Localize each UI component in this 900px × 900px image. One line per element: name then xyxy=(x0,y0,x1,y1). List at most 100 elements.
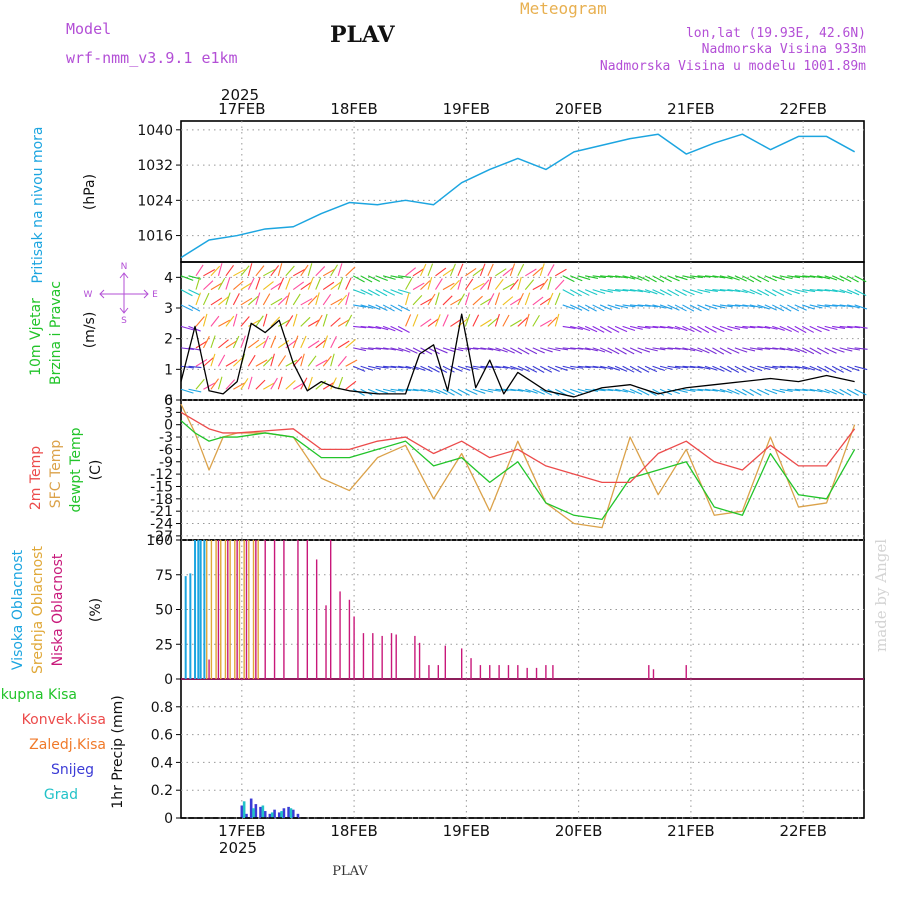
wind-arrow xyxy=(442,295,453,306)
wind-arrow xyxy=(382,325,396,332)
wind-arrow xyxy=(345,266,356,277)
wind-arrow xyxy=(719,325,733,332)
wind-arrow xyxy=(824,289,838,293)
wind-arrow xyxy=(427,388,441,394)
wind-arrow xyxy=(734,325,748,329)
wind-arrow xyxy=(764,388,778,395)
wind-arrow xyxy=(629,388,643,395)
wind-arrow xyxy=(277,277,285,290)
wind-arrow xyxy=(263,382,275,390)
wind-arrow xyxy=(794,289,808,294)
wind-arrow xyxy=(794,275,808,278)
wind-arrow xyxy=(592,325,605,333)
wind-arrow xyxy=(562,304,576,310)
wind-arrow xyxy=(532,388,545,395)
wind-arrow xyxy=(360,325,374,329)
wind-arrow xyxy=(847,325,861,329)
wind-arrow xyxy=(554,268,567,277)
wind-arrow xyxy=(218,296,229,306)
wind-arrow xyxy=(764,365,778,369)
wind-arrow xyxy=(742,365,755,373)
wind-arrow xyxy=(255,292,261,306)
wind-arrow xyxy=(532,266,543,277)
wind-arrow xyxy=(779,388,793,393)
wind-arrow xyxy=(450,279,460,290)
plot-area: 104010321024101643210630-3-6-9-12-15-18-… xyxy=(137,100,868,840)
wind-arrow xyxy=(450,318,462,327)
wind-arrow xyxy=(734,365,747,373)
wind-arrow xyxy=(330,377,337,390)
wind-arrow xyxy=(659,347,674,350)
wind-arrow xyxy=(240,316,250,327)
wind-arrow xyxy=(435,388,448,396)
wind-arrow xyxy=(457,276,463,290)
wind-arrow xyxy=(569,289,582,297)
wind-arrow xyxy=(232,335,240,349)
wind-arrow xyxy=(307,355,317,367)
wind-arrow xyxy=(330,298,343,306)
wind-arrow xyxy=(180,289,193,297)
wind-arrow xyxy=(854,304,868,310)
wind-arrow xyxy=(764,325,778,330)
wind-arrow xyxy=(233,280,244,291)
precip-bar xyxy=(280,811,283,818)
wind-arrow xyxy=(772,325,785,331)
wind-arrow xyxy=(719,347,732,355)
wind-arrow xyxy=(412,268,425,277)
wind-arrow xyxy=(180,275,194,281)
temp-unit-label: (C) xyxy=(88,460,104,481)
wind-arrow xyxy=(300,316,311,327)
wind-arrow xyxy=(570,325,583,331)
wind-arrow xyxy=(569,304,583,311)
y-tick-label: 50 xyxy=(155,603,173,619)
wind-arrow xyxy=(727,275,740,281)
y-tick-label: 0 xyxy=(164,418,173,434)
wind-arrow xyxy=(510,388,524,392)
wind-arrow xyxy=(225,315,235,327)
wind-arrow xyxy=(637,275,650,282)
wind-arrow xyxy=(270,282,283,291)
wind-arrow xyxy=(405,292,410,306)
wind-arrow xyxy=(809,304,823,309)
wind-arrow xyxy=(293,269,305,277)
wind-arrow xyxy=(517,347,530,355)
wind-arrow xyxy=(727,325,741,330)
wind-arrow xyxy=(300,335,307,349)
y-tick-label: 4 xyxy=(164,270,173,286)
elevation-label: Nadmorska Visina 933m xyxy=(702,42,867,57)
wind-arrow xyxy=(360,275,373,283)
wind-arrow xyxy=(607,347,620,355)
wind-arrow xyxy=(719,304,733,308)
wind-arrow xyxy=(674,325,688,332)
wind-arrow xyxy=(816,347,829,355)
wind-arrow xyxy=(854,388,867,396)
y-tick-label: 1016 xyxy=(137,229,173,245)
wind-arrow xyxy=(787,347,800,353)
wind-arrow xyxy=(794,304,807,311)
wind-arrow xyxy=(383,365,397,369)
wind-arrow xyxy=(412,347,425,355)
wind-arrow xyxy=(502,314,510,327)
wind-arrow xyxy=(315,314,323,327)
wind-arrow xyxy=(847,347,861,351)
wind-arrow xyxy=(637,304,651,307)
wind-arrow xyxy=(405,365,419,370)
y-tick-label: -18 xyxy=(150,492,173,508)
wind-arrow xyxy=(480,347,494,351)
wind-arrow xyxy=(854,275,867,283)
wind-arrow xyxy=(345,292,350,306)
x-tick-label-bottom: 19FEB xyxy=(443,822,490,840)
wind-arrow xyxy=(449,263,456,277)
wind-arrow xyxy=(547,316,558,327)
wind-arrow xyxy=(300,264,309,277)
compass-north: N xyxy=(121,262,128,272)
wind-arrow xyxy=(801,325,815,333)
precip-bar xyxy=(245,813,248,818)
wind-arrow xyxy=(442,388,455,396)
pressure-axis-name: Pritisak na nivou mora xyxy=(30,126,46,283)
wind-arrow xyxy=(749,275,762,283)
wind-arrow xyxy=(757,275,770,283)
wind-arrow xyxy=(345,338,356,349)
wind-arrow xyxy=(360,289,373,296)
wind-arrow xyxy=(315,266,326,277)
